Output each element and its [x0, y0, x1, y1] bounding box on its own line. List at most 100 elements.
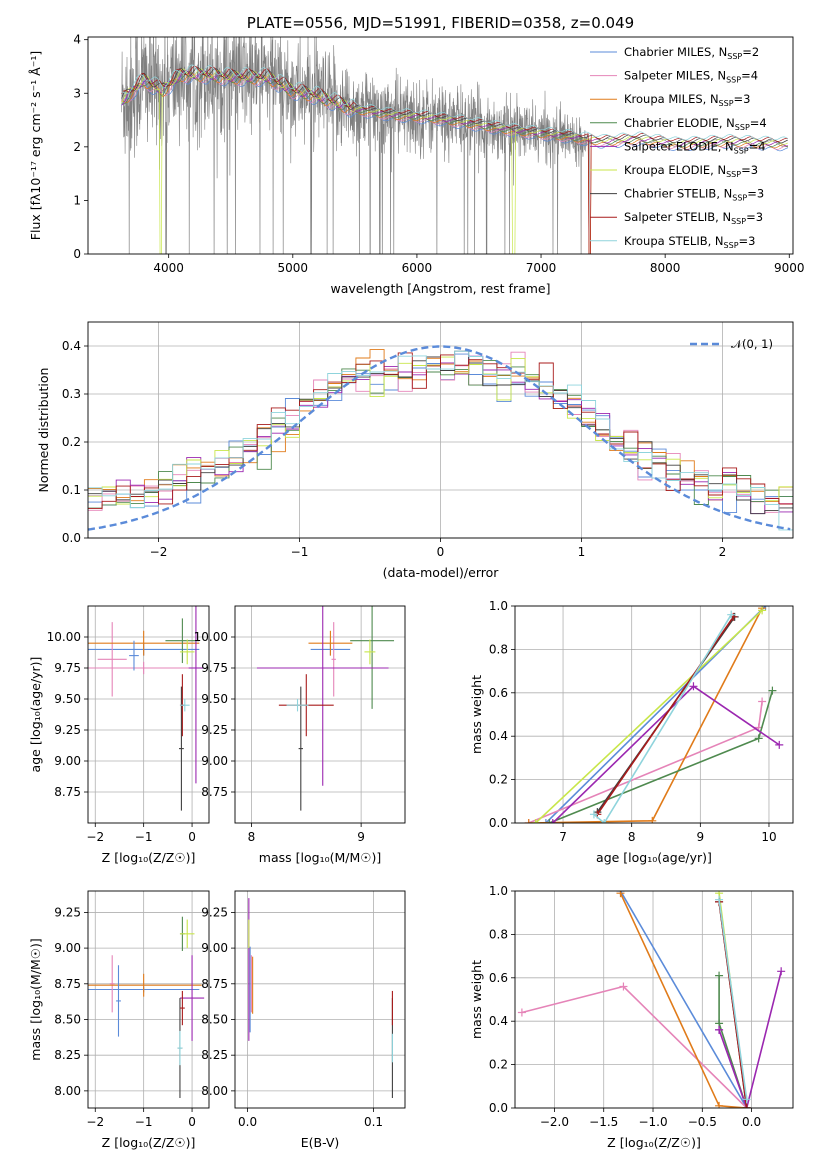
axes-frame — [234, 605, 406, 824]
errorbar-salpeter-elodie — [188, 606, 204, 784]
weight-marker — [775, 740, 784, 749]
x-tick-label: 6000 — [402, 261, 433, 275]
weight-line-salpeter-miles — [521, 985, 748, 1108]
y-axis-label: Flux [fλ10⁻¹⁷ erg cm⁻² s⁻¹ Å⁻¹] — [28, 51, 43, 240]
x-tick-label: 7000 — [526, 261, 557, 275]
weight-marker — [754, 734, 763, 743]
legend-entry: Kroupa ELODIE, NSSP=3 — [624, 163, 758, 179]
axes-frame — [87, 321, 794, 539]
weight-marker — [545, 819, 554, 823]
weight-marker — [600, 819, 609, 823]
legend-entry: Salpeter MILES, NSSP=4 — [624, 69, 758, 85]
y-tick-label: 1.0 — [489, 599, 508, 613]
weight-marker — [589, 810, 598, 819]
y-tick-label: 8.75 — [201, 785, 228, 799]
x-tick-label: −1 — [135, 830, 153, 844]
x-tick-label: −2 — [86, 1115, 104, 1129]
x-tick-label: 9 — [697, 830, 705, 844]
weight-line-salpeter-elodie — [718, 971, 782, 1108]
normal-curve — [88, 345, 791, 531]
errorbar-kroupa-stelib — [286, 699, 309, 712]
model-line-salpeter-miles — [121, 73, 788, 150]
weight-line-salpeter-elodie — [552, 685, 780, 823]
y-tick-label: 9.50 — [201, 692, 228, 706]
chart-title: PLATE=0556, MJD=51991, FIBERID=0358, z=0… — [247, 14, 634, 32]
panel-age-vs-mass: 8 9 8.75 9.00 9.25 9.50 9.75 10.00 mass [log₁₀(M… — [194, 605, 406, 865]
y-tick-label: 8.50 — [201, 1012, 228, 1026]
y-tick-label: 0 — [73, 247, 81, 261]
errorbar-kroupa-miles — [88, 630, 200, 656]
x-tick-label: −0.5 — [688, 1115, 717, 1129]
x-tick-label: 2 — [719, 545, 727, 559]
panel-spectrum: 4000 5000 6000 7000 8000 9000 0 1 2 3 4 wavelength … — [28, 33, 805, 296]
x-tick-label: −1 — [291, 545, 309, 559]
y-tick-label: 0.2 — [489, 1058, 508, 1072]
y-tick-label: 9.50 — [54, 692, 81, 706]
errorbar-kroupa-stelib — [177, 1030, 183, 1066]
y-axis-label: age [log₁₀(age/yr)] — [28, 657, 43, 773]
legend-entry: Chabrier STELIB, NSSP=3 — [624, 187, 764, 203]
y-tick-label: 0.6 — [489, 686, 508, 700]
x-tick-label: 5000 — [278, 261, 309, 275]
histogram-kroupa-stelib — [88, 350, 793, 531]
errorbar-kroupa-elodie — [179, 639, 195, 665]
y-axis-label: Normed distribution — [36, 368, 51, 493]
y-tick-label: 1.0 — [489, 884, 508, 898]
x-tick-label: −1 — [135, 1115, 153, 1129]
y-tick-label: 2 — [73, 140, 81, 154]
plot-area — [88, 345, 793, 531]
y-tick-label: 0.2 — [489, 773, 508, 787]
plot-area — [517, 891, 786, 1108]
x-tick-label: −2 — [86, 830, 104, 844]
weight-marker — [689, 682, 698, 691]
x-tick-label: 8 — [628, 830, 636, 844]
plot-area — [121, 37, 789, 254]
plot-area — [88, 606, 204, 811]
weight-line-chabrier-miles — [619, 891, 748, 1108]
x-tick-label: −2.0 — [540, 1115, 569, 1129]
weight-marker — [524, 819, 533, 823]
y-tick-label: 8.75 — [54, 785, 81, 799]
axes-frame — [87, 36, 794, 255]
weight-line-kroupa-elodie — [535, 609, 763, 823]
x-tick-label: 1 — [578, 545, 586, 559]
x-axis-label: Z [log₁₀(Z/Z☉)] — [102, 850, 196, 865]
y-tick-label: 8.25 — [201, 1048, 228, 1062]
histogram-chabrier-elodie — [88, 359, 793, 509]
y-tick-label: 8.25 — [54, 1048, 81, 1062]
y-tick-label: 9.25 — [54, 905, 81, 919]
weight-line-kroupa-miles — [528, 607, 763, 823]
y-tick-label: 10.00 — [47, 630, 81, 644]
weight-marker — [531, 819, 540, 823]
y-tick-label: 9.25 — [201, 723, 228, 737]
model-line-salpeter-stelib — [121, 65, 788, 254]
x-tick-label: 8000 — [650, 261, 681, 275]
weight-marker — [768, 686, 777, 695]
errorbar-salpeter-miles — [331, 622, 336, 697]
errorbar-chabrier-stelib — [178, 686, 184, 811]
x-axis-label: (data-model)/error — [383, 565, 500, 580]
y-tick-label: 8.00 — [201, 1084, 228, 1098]
weight-marker — [742, 1104, 751, 1108]
y-tick-label: 0.4 — [489, 1014, 508, 1028]
y-tick-label: 9.00 — [201, 754, 228, 768]
x-tick-label: 9000 — [774, 261, 805, 275]
axes-frame — [234, 890, 406, 1109]
legend-entry: Salpeter ELODIE, NSSP=4 — [624, 139, 766, 155]
errorbar-chabrier-miles — [129, 640, 139, 671]
panel-age-vs-z: −2 −1 0 8.75 9.00 9.25 9.50 9.75 10.00 Z [log₁₀(Z… — [28, 605, 210, 865]
x-tick-label: 0 — [188, 830, 196, 844]
x-axis-label: Z [log₁₀(Z/Z☉)] — [607, 1135, 701, 1150]
legend-entry: Chabrier MILES, NSSP=2 — [624, 45, 759, 61]
y-tick-label: 0.3 — [62, 387, 81, 401]
weight-marker — [541, 819, 550, 823]
y-tick-label: 9.25 — [54, 723, 81, 737]
x-tick-label: −2 — [150, 545, 168, 559]
weight-marker — [777, 967, 786, 976]
y-tick-label: 9.00 — [201, 941, 228, 955]
x-axis-label: Z [log₁₀(Z/Z☉)] — [102, 1135, 196, 1150]
y-tick-label: 3 — [73, 86, 81, 100]
x-axis-label: E(B-V) — [301, 1135, 340, 1150]
weight-marker — [715, 895, 724, 904]
